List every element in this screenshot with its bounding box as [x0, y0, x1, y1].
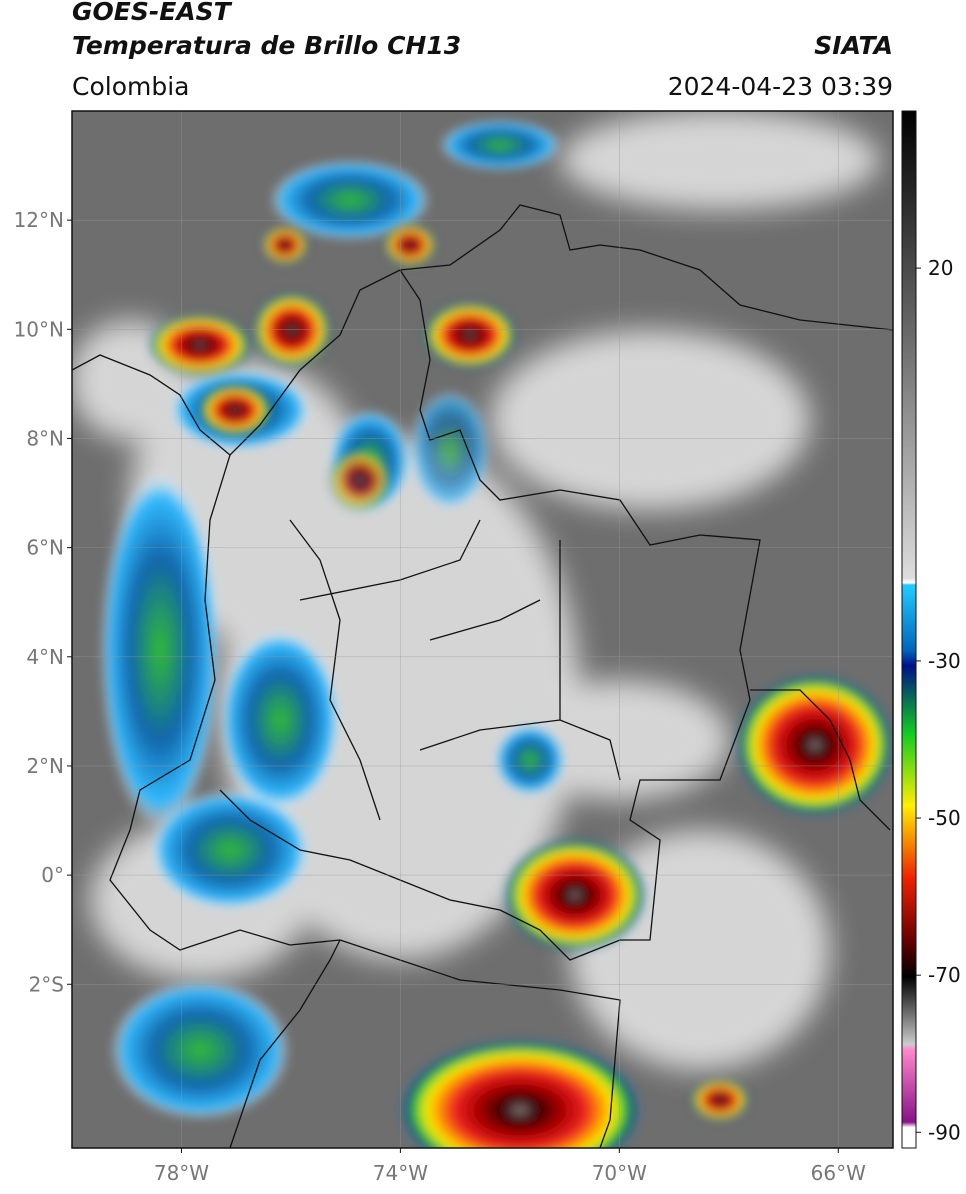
colorbar	[901, 110, 917, 1149]
lat-tick-label: 2°N	[26, 754, 64, 778]
source: SIATA	[814, 31, 893, 60]
colorbar-tick-label: -90	[928, 1120, 961, 1144]
lat-tick-label: 2°S	[29, 972, 64, 996]
gridlines	[72, 111, 893, 1148]
datetime: 2024-04-23 03:39	[668, 72, 893, 101]
lat-tick-label: 8°N	[26, 426, 64, 450]
lon-tick-label: 78°W	[154, 1161, 209, 1185]
map-frame	[71, 110, 894, 1149]
subtitle: Temperatura de Brillo CH13	[72, 31, 461, 60]
lat-tick-label: 6°N	[26, 536, 64, 560]
colorbar-tick-label: 20	[928, 256, 953, 280]
lon-tick-label: 70°W	[592, 1161, 647, 1185]
colorbar-tick-label: -70	[928, 963, 961, 987]
title: GOES-EAST	[72, 0, 233, 26]
satellite-image	[72, 111, 893, 1148]
colorbar-tick-label: -30	[928, 649, 961, 673]
lat-tick-label: 10°N	[14, 317, 64, 341]
coastlines	[72, 204, 893, 1148]
lat-tick-label: 12°N	[14, 208, 64, 232]
region: Colombia	[72, 72, 189, 101]
lat-tick-label: 4°N	[26, 645, 64, 669]
lon-tick-label: 66°W	[811, 1161, 866, 1185]
lon-tick-label: 74°W	[373, 1161, 428, 1185]
colorbar-tick-label: -50	[928, 806, 961, 830]
lat-tick-label: 0°	[41, 863, 64, 887]
